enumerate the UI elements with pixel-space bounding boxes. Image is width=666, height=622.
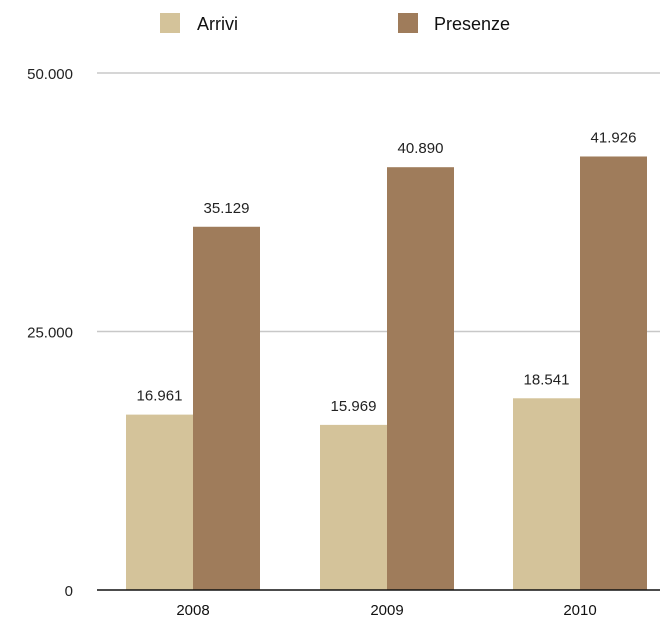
bar-presenze-2008 [193,226,260,590]
x-tick-label: 2008 [176,602,209,619]
bar-presenze-2010 [580,156,647,590]
bar-arrivi-2008 [126,414,193,590]
legend: Arrivi Presenze [160,13,510,34]
x-axis-labels: 2008 2009 2010 [176,602,596,619]
legend-swatch-presenze [398,13,418,33]
bars [126,156,647,591]
data-labels: 16.961 35.129 15.969 40.890 18.541 41.926 [137,129,637,414]
x-tick-label: 2009 [370,602,403,619]
legend-label-arrivi: Arrivi [197,14,238,34]
data-label-arrivi-2008: 16.961 [137,388,183,405]
bar-arrivi-2010 [513,398,580,590]
data-label-arrivi-2009: 15.969 [331,398,377,415]
data-label-presenze-2010: 41.926 [591,129,637,146]
y-tick-label: 0 [65,583,73,600]
data-label-presenze-2009: 40.890 [398,140,444,157]
bar-arrivi-2009 [320,424,387,590]
data-label-arrivi-2010: 18.541 [524,371,570,388]
y-tick-label: 50.000 [27,66,73,83]
data-label-presenze-2008: 35.129 [204,200,250,217]
y-tick-label: 25.000 [27,325,73,342]
legend-swatch-arrivi [160,13,180,33]
legend-label-presenze: Presenze [434,14,510,34]
x-tick-label: 2010 [563,602,596,619]
bar-presenze-2009 [387,167,454,591]
gridlines [97,72,660,333]
y-axis-ticks: 0 25.000 50.000 [27,66,73,600]
